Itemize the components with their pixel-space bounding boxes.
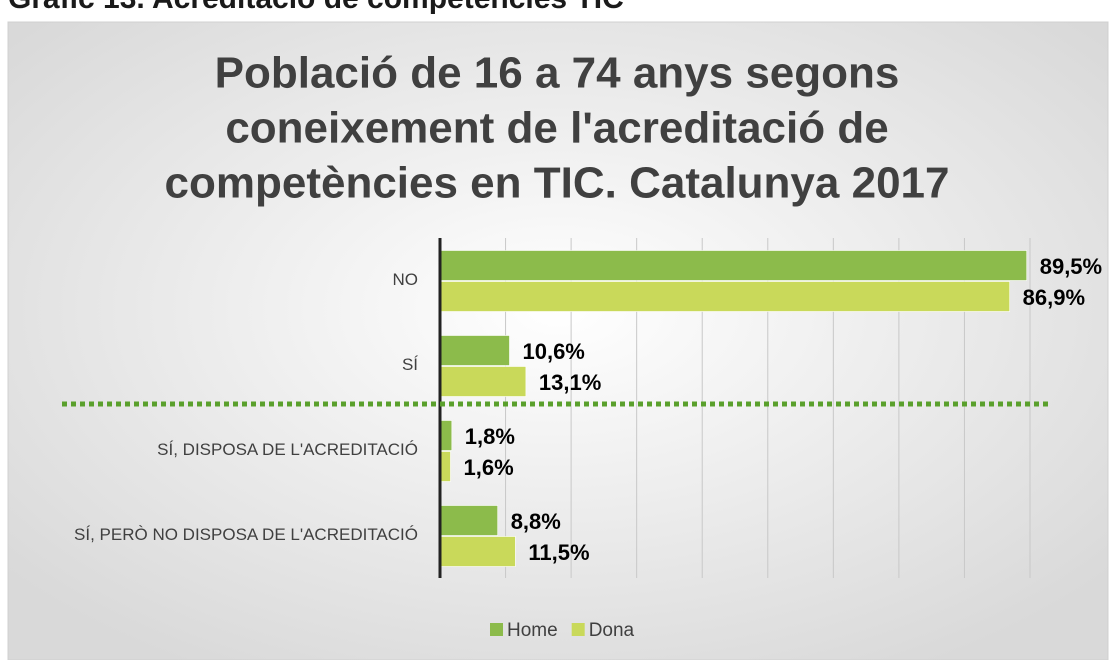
chart-title: Població de 16 a 74 anys segons [215, 49, 900, 98]
y-tick-label: SÍ, DISPOSA DE L'ACREDITACIÓ [157, 440, 418, 459]
chart-title: coneixement de l'acreditació de [225, 104, 888, 153]
y-tick-label: SÍ [402, 355, 418, 374]
data-label: 86,9% [1023, 285, 1085, 310]
data-label: 1,6% [463, 455, 513, 480]
y-tick-label: SÍ, PERÒ NO DISPOSA DE L'ACREDITACIÓ [74, 525, 418, 544]
legend-label: Home [507, 620, 558, 641]
bar [439, 536, 516, 567]
y-tick-label: NO [393, 270, 419, 289]
data-label: 89,5% [1040, 254, 1102, 279]
data-label: 1,8% [465, 424, 515, 449]
bar [439, 505, 498, 536]
bar [439, 281, 1010, 312]
page-heading: Gràfic 13. Acreditació de competències T… [8, 0, 624, 15]
data-label: 10,6% [522, 339, 584, 364]
chart-title: competències en TIC. Catalunya 2017 [165, 159, 950, 208]
legend-label: Dona [589, 620, 635, 641]
legend-swatch [571, 623, 585, 636]
bar [439, 335, 510, 366]
bar [439, 250, 1028, 281]
chart-area [7, 21, 1109, 660]
data-label: 11,5% [528, 540, 589, 565]
bar [439, 366, 527, 397]
data-label: 8,8% [511, 509, 561, 534]
legend-swatch [490, 623, 503, 636]
data-label: 13,1% [539, 370, 601, 395]
bar [439, 420, 453, 451]
bar [439, 451, 451, 482]
